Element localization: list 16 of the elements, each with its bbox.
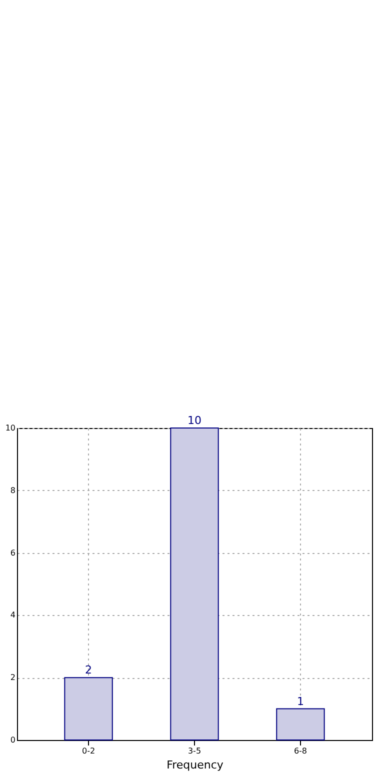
y-tick-label: 6 <box>10 548 16 558</box>
y-tick-label: 0 <box>10 736 16 744</box>
bar <box>276 708 325 740</box>
data-label: 10 <box>188 414 202 427</box>
y-tick-label: 2 <box>10 673 16 682</box>
bar <box>170 428 219 740</box>
x-tick-label: 3-5 <box>188 746 202 756</box>
data-label: 1 <box>296 694 304 708</box>
y-tick-label: 10 <box>5 424 16 432</box>
y-tick-label: 4 <box>10 610 16 620</box>
x-axis-title: Frequency <box>166 758 224 772</box>
bar <box>64 677 113 740</box>
x-tick-label: 6-8 <box>294 746 308 756</box>
x-tick-label: 0-2 <box>82 746 96 756</box>
data-label: 2 <box>85 664 92 677</box>
y-tick-label: 8 <box>10 486 16 495</box>
